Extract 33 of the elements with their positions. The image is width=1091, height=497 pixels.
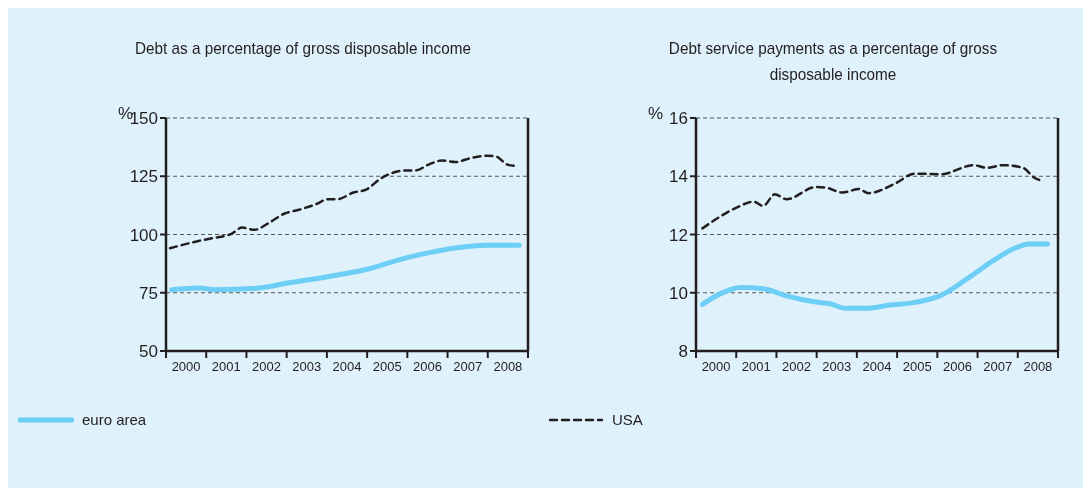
x-tick-label: 2000: [701, 359, 731, 374]
y-tick-label: 100: [129, 225, 158, 245]
chart-title: Debt service payments as a percentage of gross disposable income: [667, 38, 999, 86]
x-tick-label: 2003: [822, 359, 852, 374]
x-tick-label: 2004: [862, 359, 892, 374]
x-tick-label: 2001: [741, 359, 771, 374]
y-axis-title: %: [648, 104, 664, 124]
x-tick-label: 2007: [983, 359, 1013, 374]
x-tick-label: 2008: [493, 359, 523, 374]
x-tick-label: 2007: [453, 359, 483, 374]
y-tick-label: 125: [129, 167, 158, 187]
legend-label: USA: [612, 411, 643, 428]
x-tick-label: 2002: [252, 359, 282, 374]
x-tick-label: 2005: [372, 359, 402, 374]
x-tick-label: 2002: [782, 359, 812, 374]
legend-label: euro area: [82, 411, 147, 428]
y-tick-label: 75: [139, 283, 158, 303]
chart-title: Debt as a percentage of gross disposable income: [134, 38, 472, 60]
x-tick-label: 2000: [171, 359, 201, 374]
x-tick-label: 2001: [211, 359, 241, 374]
line-series: [168, 154, 518, 250]
y-tick-label: 10: [669, 283, 688, 303]
x-tick-label: 2005: [902, 359, 932, 374]
x-tick-label: 2006: [942, 359, 972, 374]
x-tick-label: 2006: [412, 359, 442, 374]
y-tick-label: 16: [669, 109, 688, 129]
y-tick-label: 12: [669, 225, 688, 245]
y-tick-label: 14: [669, 167, 688, 187]
x-tick-label: 2008: [1023, 359, 1053, 374]
x-tick-label: 2003: [292, 359, 322, 374]
y-tick-label: 50: [139, 342, 158, 362]
y-tick-label: 8: [678, 342, 688, 362]
x-tick-label: 2004: [332, 359, 362, 374]
